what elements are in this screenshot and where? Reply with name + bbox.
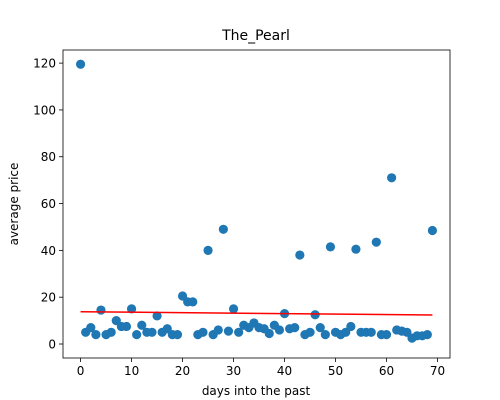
data-point (320, 330, 330, 340)
data-point (325, 242, 336, 252)
data-point (346, 321, 356, 332)
data-point (203, 245, 213, 255)
data-point (422, 330, 432, 340)
y-tick-label: 120 (33, 57, 56, 71)
data-point (218, 224, 228, 234)
y-tick-label: 80 (41, 150, 56, 164)
y-tick-label: 100 (33, 103, 56, 117)
data-point (315, 323, 325, 333)
y-tick-label: 60 (41, 197, 56, 211)
x-tick-label: 60 (379, 364, 394, 378)
data-point (381, 330, 392, 340)
x-tick-label: 70 (430, 364, 445, 378)
x-axis-label: days into the past (202, 384, 311, 398)
data-point (351, 244, 361, 254)
x-tick-label: 50 (328, 364, 343, 378)
data-point (290, 323, 300, 333)
data-point (223, 326, 234, 336)
data-point (121, 321, 132, 332)
data-point (371, 237, 381, 247)
data-point (188, 297, 198, 307)
data-point (106, 327, 116, 337)
y-tick-label: 40 (41, 244, 56, 258)
data-point (126, 304, 137, 314)
data-point (228, 304, 239, 314)
data-point (91, 330, 101, 340)
data-point (152, 311, 162, 321)
data-point (295, 250, 305, 260)
trend-line (80, 310, 433, 316)
data-point (96, 305, 106, 315)
x-tick-label: 20 (175, 364, 190, 378)
data-point (387, 173, 397, 183)
data-point (234, 327, 244, 337)
data-points (75, 59, 438, 343)
x-tick-label: 30 (226, 364, 241, 378)
chart-title: The_Pearl (221, 28, 290, 44)
x-axis-ticks: 0 10 20 30 40 50 60 70 (77, 358, 445, 378)
data-point (305, 327, 315, 337)
data-point (86, 323, 96, 333)
data-point (172, 330, 183, 340)
data-point (213, 325, 223, 335)
data-point (310, 310, 320, 320)
data-point (147, 327, 157, 337)
data-point (366, 327, 376, 337)
trend-line-segment (80, 310, 433, 316)
y-axis-label: average price (7, 163, 21, 246)
x-tick-label: 40 (277, 364, 292, 378)
data-point (274, 325, 285, 335)
x-tick-label: 10 (124, 364, 139, 378)
x-tick-label: 0 (77, 364, 85, 378)
data-point (132, 330, 142, 340)
data-point (137, 320, 147, 330)
y-tick-label: 20 (41, 291, 56, 305)
data-point (264, 328, 274, 339)
data-point (75, 59, 86, 69)
data-point (427, 225, 438, 236)
plot-frame (62, 49, 451, 359)
y-tick-label: 0 (48, 338, 56, 352)
y-axis-ticks: 0 20 40 60 80 100 120 (33, 57, 63, 352)
data-point (198, 327, 208, 337)
